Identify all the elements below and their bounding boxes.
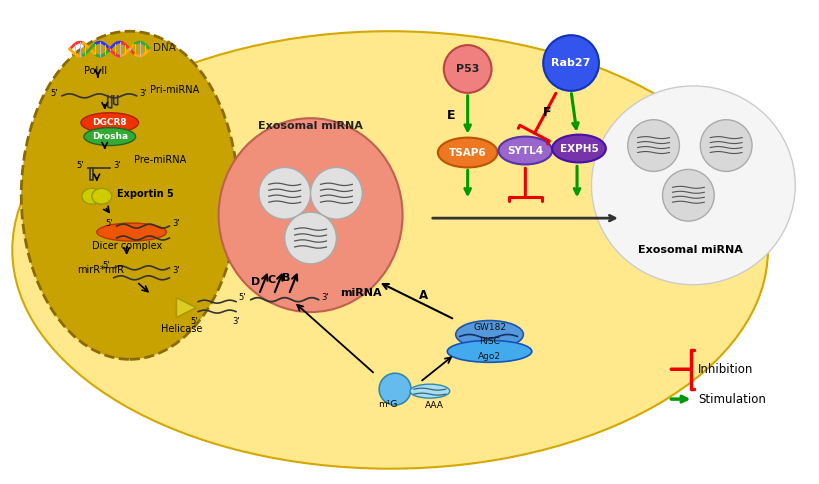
Ellipse shape [82, 188, 102, 204]
Ellipse shape [455, 320, 523, 348]
Text: Drosha: Drosha [92, 132, 128, 141]
Ellipse shape [447, 340, 532, 363]
Text: E: E [446, 109, 455, 122]
Text: F: F [543, 106, 551, 119]
Text: Pri-miRNA: Pri-miRNA [150, 85, 199, 95]
Text: 3': 3' [233, 317, 240, 326]
Text: 5': 5' [238, 293, 246, 302]
Text: 5': 5' [51, 90, 58, 98]
Text: C: C [268, 275, 276, 285]
Ellipse shape [499, 136, 552, 165]
Text: D: D [251, 277, 260, 287]
Text: Rab27: Rab27 [551, 58, 590, 68]
Text: TSAP6: TSAP6 [449, 148, 486, 157]
Text: A: A [419, 289, 428, 302]
Text: Exosomal miRNA: Exosomal miRNA [258, 121, 363, 131]
Ellipse shape [97, 223, 166, 241]
Text: 5': 5' [76, 161, 84, 170]
Text: 5': 5' [105, 219, 113, 227]
Ellipse shape [410, 384, 450, 398]
Circle shape [663, 169, 714, 221]
Text: 5': 5' [102, 261, 110, 271]
Text: mirR*miR: mirR*miR [77, 265, 124, 275]
Ellipse shape [21, 31, 238, 359]
Text: Helicase: Helicase [161, 324, 203, 334]
Polygon shape [176, 298, 197, 318]
Text: Inhibition: Inhibition [699, 363, 753, 376]
Text: DGCR8: DGCR8 [93, 118, 127, 127]
Circle shape [379, 373, 411, 405]
Text: 3': 3' [172, 266, 180, 275]
Text: Exosomal miRNA: Exosomal miRNA [638, 245, 743, 255]
Text: 3': 3' [172, 219, 180, 227]
Text: Pol II: Pol II [84, 66, 107, 76]
Ellipse shape [552, 135, 606, 163]
Ellipse shape [219, 118, 403, 312]
Text: B: B [282, 273, 290, 283]
Circle shape [310, 167, 362, 219]
Text: Ago2: Ago2 [478, 352, 501, 361]
Ellipse shape [438, 137, 497, 167]
Text: Pre-miRNA: Pre-miRNA [133, 155, 186, 166]
Circle shape [543, 35, 599, 91]
Circle shape [627, 120, 680, 171]
Circle shape [700, 120, 752, 171]
Circle shape [285, 212, 337, 264]
Text: miRNA: miRNA [341, 287, 382, 298]
Text: DNA: DNA [153, 43, 176, 53]
Ellipse shape [81, 113, 138, 133]
Text: 5': 5' [191, 317, 198, 326]
Text: EXPH5: EXPH5 [559, 144, 599, 153]
Text: P53: P53 [456, 64, 479, 74]
Text: 3': 3' [322, 293, 329, 302]
Text: 3': 3' [114, 161, 121, 170]
Ellipse shape [12, 31, 768, 469]
Text: RISC: RISC [479, 337, 500, 346]
Text: AAA: AAA [424, 401, 443, 409]
Text: 3': 3' [139, 90, 147, 98]
Text: Stimulation: Stimulation [699, 393, 767, 406]
Text: SYTL4: SYTL4 [507, 146, 543, 155]
Text: GW182: GW182 [473, 323, 506, 332]
Ellipse shape [84, 128, 136, 146]
Text: Exportin 5: Exportin 5 [116, 189, 174, 199]
Circle shape [444, 45, 491, 93]
Ellipse shape [92, 188, 111, 204]
Ellipse shape [591, 86, 795, 285]
Circle shape [259, 167, 310, 219]
Text: Dicer complex: Dicer complex [92, 241, 162, 251]
Text: m¹G: m¹G [378, 400, 398, 408]
